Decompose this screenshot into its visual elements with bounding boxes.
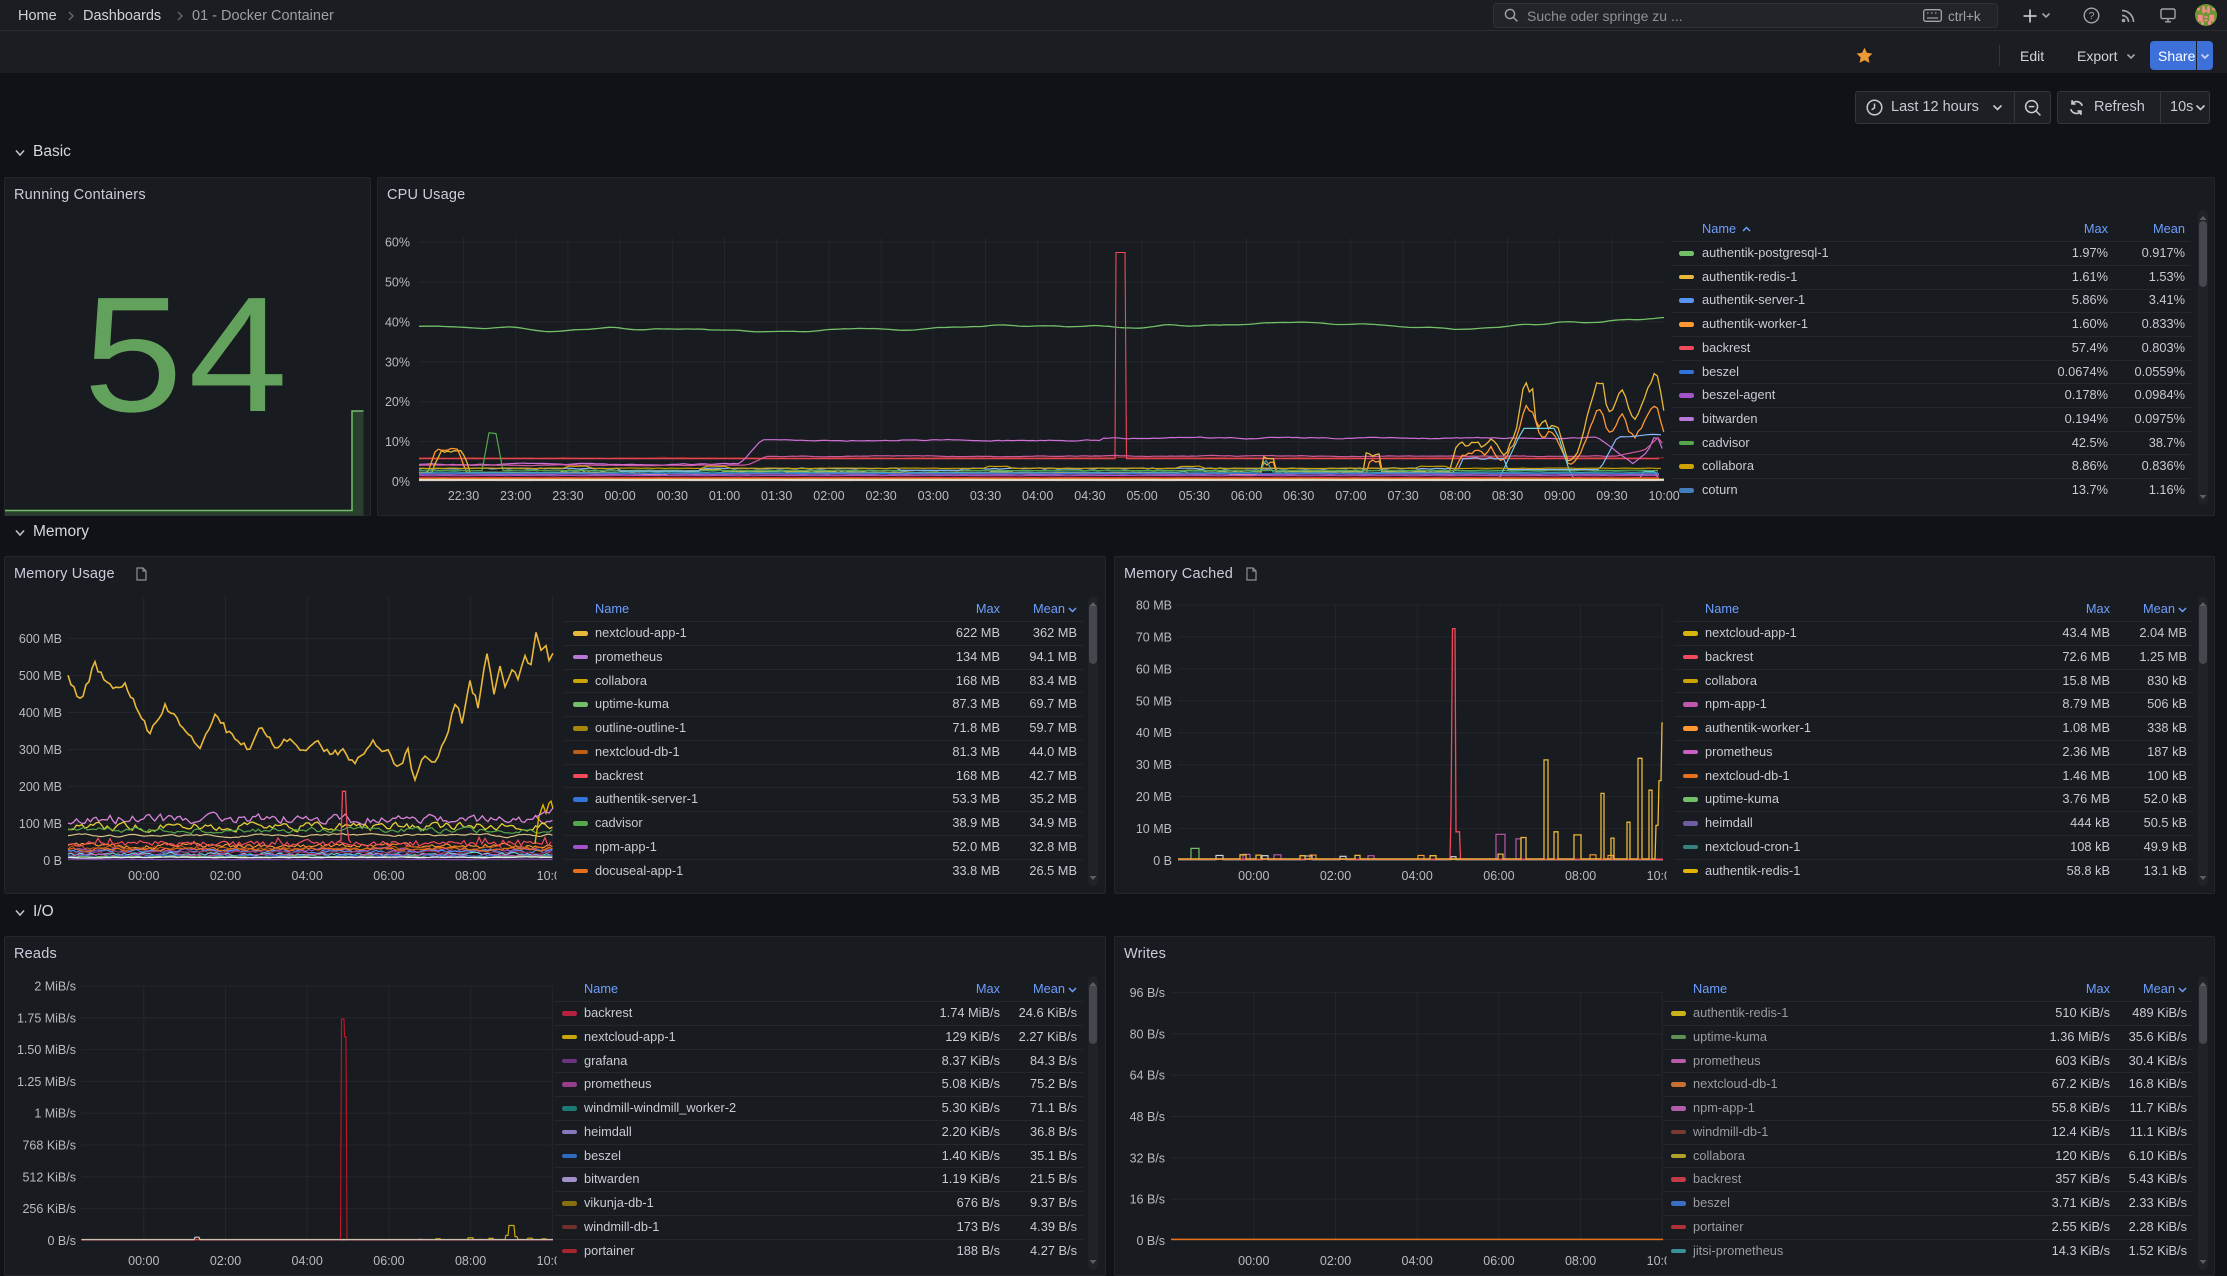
svg-text:20%: 20% [385, 395, 410, 409]
svg-text:16 B/s: 16 B/s [1130, 1193, 1165, 1207]
svg-text:512 KiB/s: 512 KiB/s [22, 1170, 76, 1184]
svg-text:30 MB: 30 MB [1136, 758, 1172, 772]
svg-text:02:00: 02:00 [210, 1254, 241, 1268]
svg-text:64 B/s: 64 B/s [1130, 1069, 1165, 1083]
svg-text:0 B/s: 0 B/s [1137, 1234, 1166, 1248]
svg-text:00:00: 00:00 [128, 869, 159, 883]
svg-text:07:00: 07:00 [1335, 489, 1366, 503]
svg-text:05:00: 05:00 [1126, 489, 1157, 503]
svg-text:10 MB: 10 MB [1136, 822, 1172, 836]
svg-text:40 MB: 40 MB [1136, 726, 1172, 740]
svg-text:80 B/s: 80 B/s [1130, 1027, 1165, 1041]
svg-text:1.75 MiB/s: 1.75 MiB/s [17, 1011, 76, 1025]
svg-text:04:00: 04:00 [292, 1254, 323, 1268]
svg-text:300 MB: 300 MB [19, 743, 62, 757]
svg-text:10:00: 10:00 [1648, 489, 1679, 503]
svg-text:23:00: 23:00 [500, 489, 531, 503]
svg-text:08:00: 08:00 [1565, 869, 1596, 883]
svg-text:00:00: 00:00 [604, 489, 635, 503]
svg-text:500 MB: 500 MB [19, 669, 62, 683]
svg-text:08:00: 08:00 [1565, 1254, 1596, 1268]
svg-text:00:30: 00:30 [657, 489, 688, 503]
svg-text:0 B/s: 0 B/s [48, 1234, 77, 1248]
svg-text:60 MB: 60 MB [1136, 662, 1172, 676]
svg-text:06:30: 06:30 [1283, 489, 1314, 503]
svg-text:06:00: 06:00 [373, 869, 404, 883]
svg-text:0%: 0% [392, 475, 410, 489]
svg-text:06:00: 06:00 [1483, 1254, 1514, 1268]
svg-text:04:00: 04:00 [1022, 489, 1053, 503]
svg-text:08:00: 08:00 [1440, 489, 1471, 503]
svg-text:30%: 30% [385, 355, 410, 369]
svg-text:256 KiB/s: 256 KiB/s [22, 1202, 76, 1216]
svg-text:20 MB: 20 MB [1136, 790, 1172, 804]
svg-text:00:00: 00:00 [1238, 1254, 1269, 1268]
svg-text:01:30: 01:30 [761, 489, 792, 503]
svg-text:06:00: 06:00 [1483, 869, 1514, 883]
svg-text:50 MB: 50 MB [1136, 694, 1172, 708]
svg-text:00:00: 00:00 [128, 1254, 159, 1268]
svg-text:100 MB: 100 MB [19, 817, 62, 831]
svg-text:04:00: 04:00 [1402, 1254, 1433, 1268]
svg-text:?: ? [2089, 10, 2095, 22]
svg-text:60%: 60% [385, 236, 410, 250]
svg-text:200 MB: 200 MB [19, 780, 62, 794]
svg-text:02:00: 02:00 [1320, 869, 1351, 883]
svg-text:32 B/s: 32 B/s [1130, 1151, 1165, 1165]
svg-text:03:30: 03:30 [970, 489, 1001, 503]
svg-text:0 B: 0 B [43, 854, 62, 868]
svg-text:07:30: 07:30 [1387, 489, 1418, 503]
svg-text:96 B/s: 96 B/s [1130, 986, 1165, 1000]
svg-text:40%: 40% [385, 315, 410, 329]
svg-text:04:00: 04:00 [1402, 869, 1433, 883]
svg-text:600 MB: 600 MB [19, 632, 62, 646]
svg-text:80 MB: 80 MB [1136, 599, 1172, 613]
svg-text:06:00: 06:00 [1231, 489, 1262, 503]
svg-text:03:00: 03:00 [918, 489, 949, 503]
svg-text:04:00: 04:00 [292, 869, 323, 883]
svg-text:768 KiB/s: 768 KiB/s [22, 1139, 76, 1153]
svg-text:400 MB: 400 MB [19, 706, 62, 720]
svg-text:22:30: 22:30 [448, 489, 479, 503]
svg-text:48 B/s: 48 B/s [1130, 1110, 1165, 1124]
svg-text:08:00: 08:00 [455, 1254, 486, 1268]
svg-text:02:00: 02:00 [1320, 1254, 1351, 1268]
svg-text:05:30: 05:30 [1179, 489, 1210, 503]
svg-text:04:30: 04:30 [1074, 489, 1105, 503]
svg-text:0 B: 0 B [1153, 854, 1172, 868]
svg-text:02:00: 02:00 [813, 489, 844, 503]
svg-text:09:00: 09:00 [1544, 489, 1575, 503]
svg-text:1 MiB/s: 1 MiB/s [34, 1107, 76, 1121]
svg-text:01:00: 01:00 [709, 489, 740, 503]
svg-text:1.25 MiB/s: 1.25 MiB/s [17, 1075, 76, 1089]
svg-text:00:00: 00:00 [1238, 869, 1269, 883]
svg-text:08:30: 08:30 [1492, 489, 1523, 503]
svg-text:2 MiB/s: 2 MiB/s [34, 980, 76, 994]
svg-text:08:00: 08:00 [455, 869, 486, 883]
svg-text:23:30: 23:30 [552, 489, 583, 503]
svg-text:02:00: 02:00 [210, 869, 241, 883]
svg-text:50%: 50% [385, 276, 410, 290]
svg-text:1.50 MiB/s: 1.50 MiB/s [17, 1043, 76, 1057]
svg-text:70 MB: 70 MB [1136, 630, 1172, 644]
svg-text:06:00: 06:00 [373, 1254, 404, 1268]
svg-text:10%: 10% [385, 435, 410, 449]
svg-text:09:30: 09:30 [1596, 489, 1627, 503]
svg-text:02:30: 02:30 [865, 489, 896, 503]
